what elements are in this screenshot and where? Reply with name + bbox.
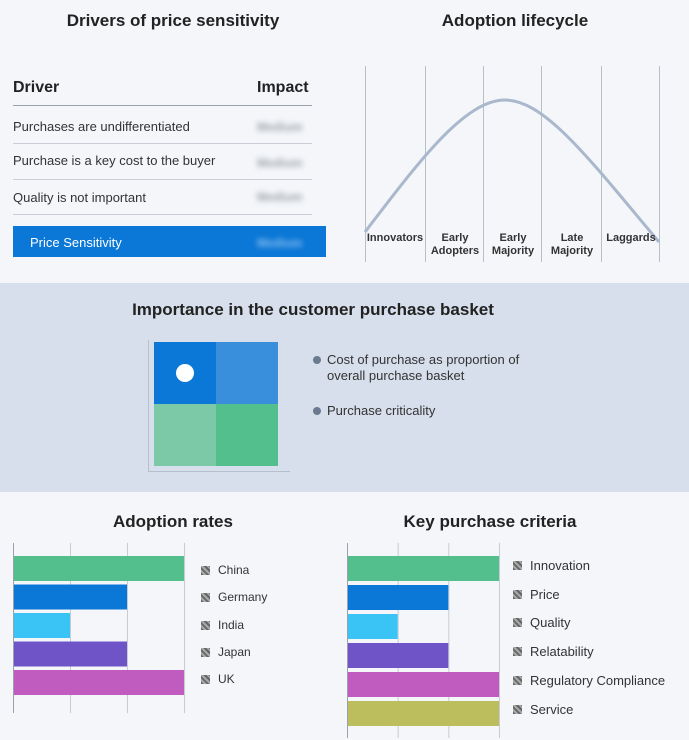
legend-swatch-icon: [201, 647, 210, 657]
purchase-basket-section: [0, 283, 689, 492]
legend-label-china: China: [218, 563, 250, 577]
bar-service: [348, 701, 499, 726]
legend-label-india: India: [218, 617, 245, 632]
legend-label-regulatory-compliance: Regulatory Compliance: [530, 672, 666, 688]
legend-swatch-icon: [201, 566, 210, 575]
basket-legend-cost: Cost of purchase as proportion of overall…: [327, 352, 520, 383]
basket-legend-criticality: Purchase criticality: [327, 403, 436, 418]
legend-swatch-icon: [513, 647, 522, 657]
driver-row-3: Quality is not important: [13, 190, 146, 205]
legend-swatch-icon: [513, 675, 522, 685]
bar-china: [14, 556, 184, 581]
driver-row-1: Purchases are undifferentiated: [13, 119, 190, 134]
legend-label-japan: Japan: [218, 644, 251, 659]
row-divider: [13, 143, 312, 144]
adoption-rates-chart: [13, 543, 185, 713]
bar-regulatory-compliance: [348, 672, 499, 697]
legend-bullet-icon: [313, 407, 321, 415]
row-divider: [13, 214, 312, 215]
key-purchase-criteria-chart: [347, 543, 500, 738]
bar-quality: [348, 614, 398, 639]
adoption-curve: [363, 98, 661, 243]
bar-relatability: [348, 643, 449, 668]
impact-column-header: Impact: [257, 79, 309, 96]
legend-swatch-icon: [201, 593, 210, 603]
purchase-basket-title: Importance in the customer purchase bask…: [132, 300, 494, 319]
bar-india: [14, 613, 70, 638]
key-purchase-criteria-title: Key purchase criteria: [403, 512, 577, 531]
bar-germany: [14, 584, 127, 610]
legend-swatch-icon: [201, 620, 210, 630]
summary-impact: Medium: [257, 236, 303, 250]
driver-row-2: Purchase is a key cost to the buyer: [13, 153, 216, 168]
legend-swatch-icon: [513, 618, 522, 628]
quadrant-top-right: [216, 342, 278, 404]
legend-label-relatability: Relatability: [530, 644, 594, 660]
legend-label-innovation: Innovation: [530, 558, 590, 573]
quadrant-bottom-left: [154, 404, 216, 466]
summary-label: Price Sensitivity: [30, 235, 122, 250]
legend-swatch-icon: [513, 561, 522, 570]
legend-label-uk: UK: [218, 672, 235, 687]
impact-row-2: Medium: [257, 156, 303, 170]
impact-row-1: Medium: [257, 120, 303, 134]
purchase-basket-matrix: [148, 340, 290, 472]
bar-japan: [14, 641, 127, 667]
position-marker: [176, 364, 194, 382]
legend-label-price: Price: [530, 586, 560, 602]
legend-swatch-icon: [513, 704, 522, 714]
stage-early-majority: Early Majority: [491, 232, 535, 257]
price-sensitivity-title: Drivers of price sensitivity: [66, 11, 280, 30]
price-sensitivity-summary-row: [13, 226, 326, 257]
legend-swatch-icon: [201, 675, 210, 685]
stage-early-adopters: Early Adopters: [430, 232, 480, 257]
driver-column-header: Driver: [13, 79, 60, 96]
impact-row-3: Medium: [257, 190, 303, 204]
adoption-lifecycle-chart: [363, 66, 661, 262]
header-divider: [13, 105, 312, 106]
legend-swatch-icon: [513, 589, 522, 599]
stage-laggards: Laggards: [606, 232, 656, 244]
row-divider: [13, 179, 312, 180]
stage-late-majority: Late Majority: [550, 232, 594, 257]
legend-label-germany: Germany: [218, 590, 268, 605]
bar-innovation: [348, 556, 499, 581]
stage-innovators: Innovators: [366, 232, 424, 244]
legend-label-quality: Quality: [530, 615, 571, 631]
legend-bullet-icon: [313, 356, 321, 364]
quadrant-bottom-right: [216, 404, 278, 466]
bar-uk: [14, 670, 184, 695]
adoption-lifecycle-title: Adoption lifecycle: [441, 11, 589, 30]
adoption-rates-title: Adoption rates: [113, 512, 233, 531]
bar-price: [348, 585, 449, 610]
legend-label-service: Service: [530, 701, 574, 717]
